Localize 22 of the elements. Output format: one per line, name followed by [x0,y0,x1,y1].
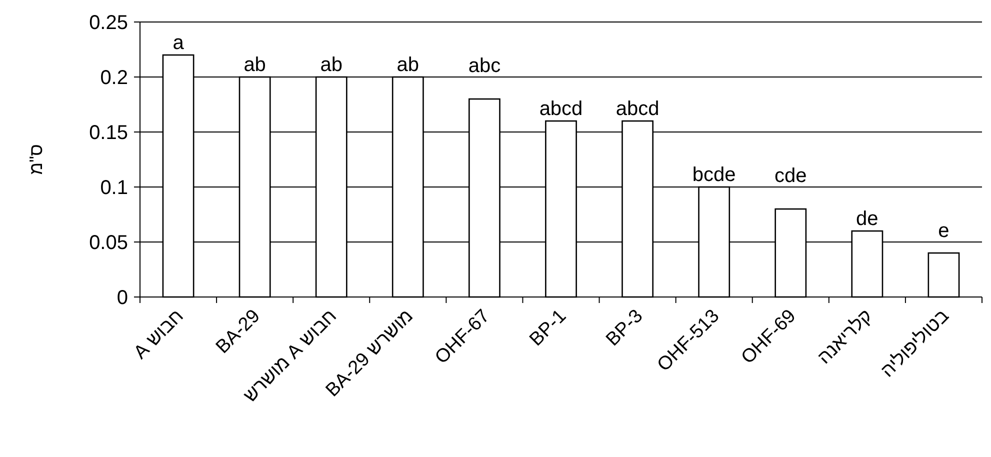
y-tick-label: 0.15 [89,122,128,144]
bar [928,252,960,298]
y-tick-label: 0 [116,287,128,309]
annotation: a [172,32,185,54]
x-tick-label: בטוליפוליה [877,306,954,382]
y-tick-label: 0.25 [89,12,128,34]
annotation: abc [468,55,501,77]
annotation: cde [774,165,807,187]
annotation: abcd [616,98,660,120]
x-tick-label: חבוש A [130,306,188,364]
annotation: abcd [539,98,583,120]
y-tick-label: 0.1 [100,177,128,199]
y-axis-title: ס"מ [26,144,46,175]
annotation: bcde [692,164,736,186]
y-tick-label: 0.05 [89,232,128,254]
y-tick-label: 0.2 [100,67,128,89]
annotation: ab [396,54,420,76]
annotation: ab [320,54,342,76]
x-tick-label: קלריאנה [814,306,877,368]
annotation: de [856,208,878,230]
annotation: e [938,220,950,242]
annotation: ab [244,54,266,76]
